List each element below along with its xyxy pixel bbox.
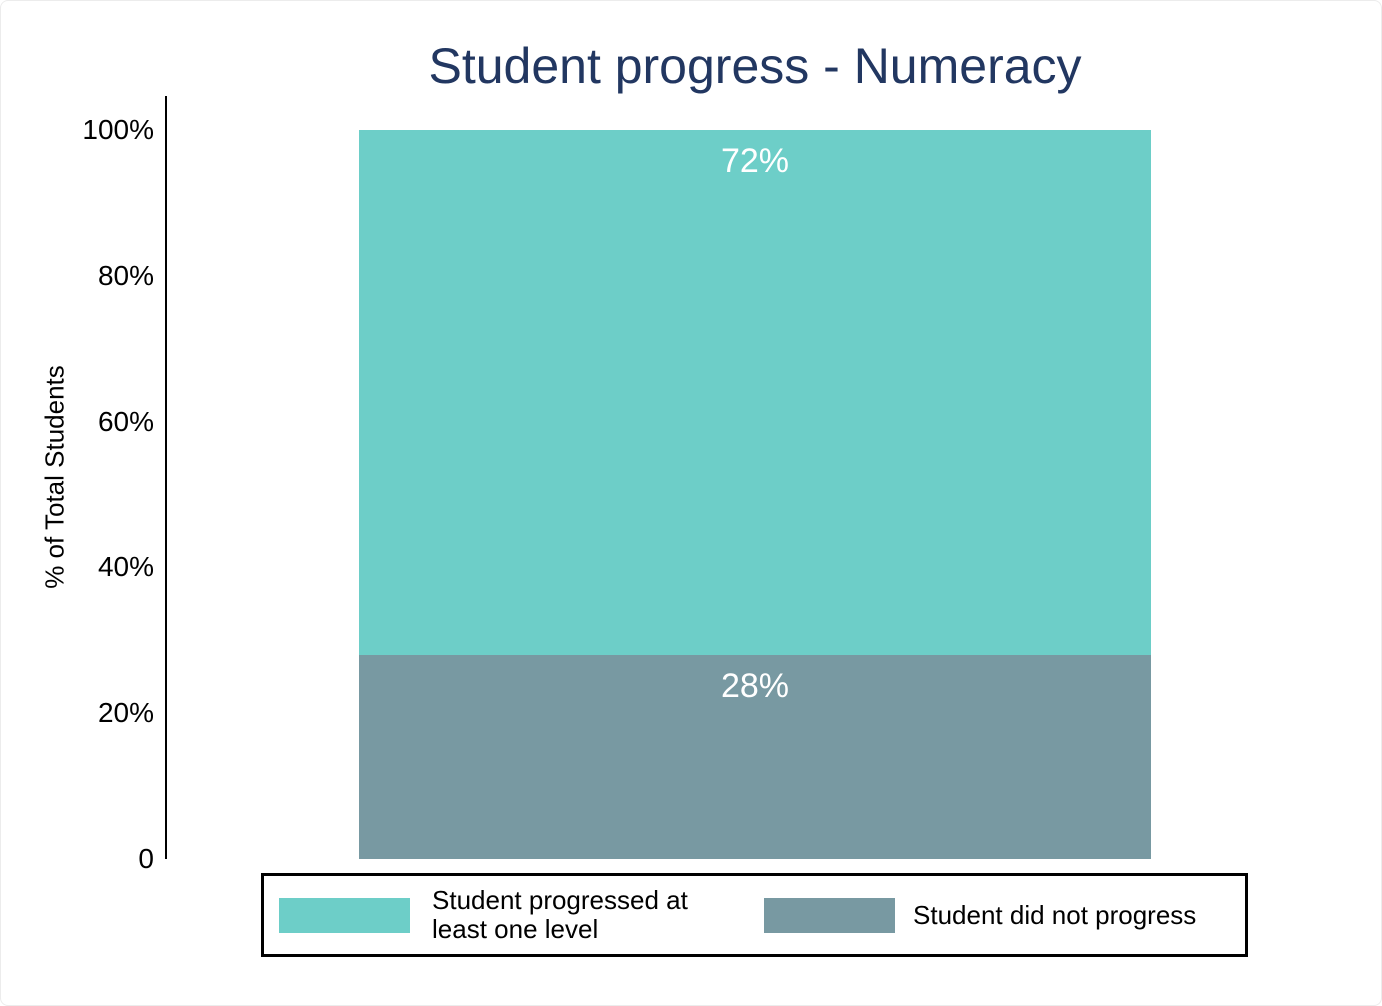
y-tick-label: 100% [82,114,154,145]
legend-item-did-not-progress[interactable]: Student did not progress [764,876,1196,954]
y-tick-label: 0 [138,843,154,874]
bar-segment-did-not-progress[interactable]: 28% [359,654,1151,859]
y-axis-line [165,96,167,859]
y-tick-label: 80% [97,259,154,291]
y-tick-label: 60% [97,405,154,437]
legend-label: Student progressed at least one level [432,885,688,944]
legend-swatch [764,897,895,933]
legend-item-progressed[interactable]: Student progressed at least one level [279,876,717,954]
y-tick-label: 40% [97,551,154,583]
bar-segment-progressed[interactable]: 72% [359,130,1151,655]
legend-box: Student progressed at least one level Stu… [261,873,1248,957]
legend-label: Student did not progress [913,899,1197,930]
chart-title: Student progress - Numeracy [428,38,1082,94]
legend-swatch [279,897,410,933]
y-tick-label: 20% [97,697,154,729]
bar-value-label: 28% [720,666,790,705]
stacked-bar: 72% 28% [359,130,1151,859]
bar-value-label: 72% [720,142,790,180]
